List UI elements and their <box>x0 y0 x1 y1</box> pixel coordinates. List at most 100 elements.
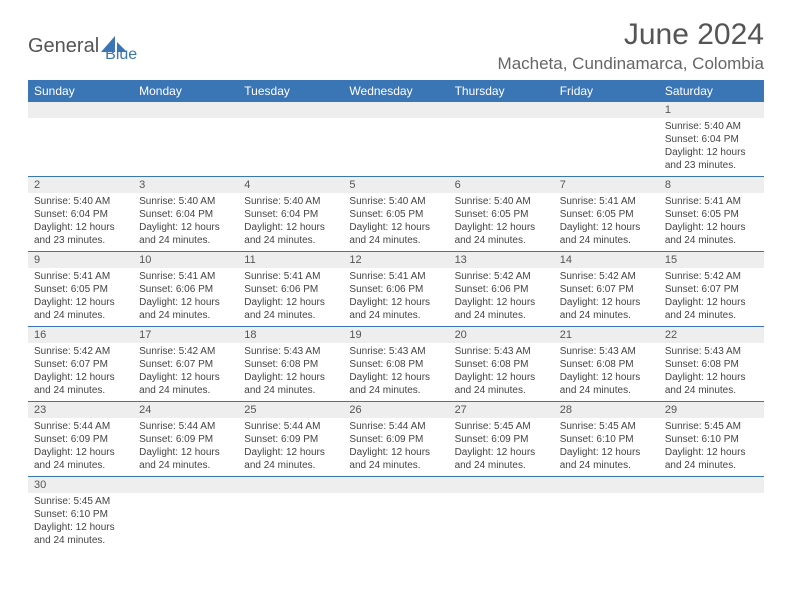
weekday-header-row: Sunday Monday Tuesday Wednesday Thursday… <box>28 80 764 102</box>
day-details: Sunrise: 5:40 AMSunset: 6:05 PMDaylight:… <box>343 193 448 251</box>
day-details: Sunrise: 5:40 AMSunset: 6:05 PMDaylight:… <box>449 193 554 251</box>
day-number: 23 <box>28 402 133 418</box>
daylight-text: Daylight: 12 hours and 24 minutes. <box>455 296 548 322</box>
calendar-day-cell <box>343 102 448 177</box>
day-number: 8 <box>659 177 764 193</box>
day-number: 16 <box>28 327 133 343</box>
day-details: Sunrise: 5:44 AMSunset: 6:09 PMDaylight:… <box>133 418 238 476</box>
day-number <box>554 477 659 493</box>
day-details: Sunrise: 5:44 AMSunset: 6:09 PMDaylight:… <box>343 418 448 476</box>
sunset-text: Sunset: 6:09 PM <box>244 433 337 446</box>
calendar-day-cell: 9Sunrise: 5:41 AMSunset: 6:05 PMDaylight… <box>28 252 133 327</box>
daylight-text: Daylight: 12 hours and 24 minutes. <box>455 446 548 472</box>
sunrise-text: Sunrise: 5:41 AM <box>244 270 337 283</box>
day-number: 11 <box>238 252 343 268</box>
sunrise-text: Sunrise: 5:43 AM <box>455 345 548 358</box>
sunset-text: Sunset: 6:04 PM <box>139 208 232 221</box>
sunset-text: Sunset: 6:07 PM <box>139 358 232 371</box>
weekday-header: Monday <box>133 80 238 102</box>
day-details: Sunrise: 5:40 AMSunset: 6:04 PMDaylight:… <box>28 193 133 251</box>
day-details: Sunrise: 5:43 AMSunset: 6:08 PMDaylight:… <box>449 343 554 401</box>
day-details: Sunrise: 5:42 AMSunset: 6:07 PMDaylight:… <box>659 268 764 326</box>
calendar-day-cell <box>28 102 133 177</box>
day-details: Sunrise: 5:45 AMSunset: 6:10 PMDaylight:… <box>28 493 133 551</box>
sunset-text: Sunset: 6:08 PM <box>244 358 337 371</box>
sunset-text: Sunset: 6:09 PM <box>139 433 232 446</box>
daylight-text: Daylight: 12 hours and 24 minutes. <box>560 446 653 472</box>
sunrise-text: Sunrise: 5:40 AM <box>349 195 442 208</box>
calendar-day-cell <box>659 477 764 552</box>
day-details: Sunrise: 5:42 AMSunset: 6:07 PMDaylight:… <box>28 343 133 401</box>
calendar-day-cell: 12Sunrise: 5:41 AMSunset: 6:06 PMDayligh… <box>343 252 448 327</box>
weekday-header: Tuesday <box>238 80 343 102</box>
calendar-day-cell: 4Sunrise: 5:40 AMSunset: 6:04 PMDaylight… <box>238 177 343 252</box>
daylight-text: Daylight: 12 hours and 24 minutes. <box>244 221 337 247</box>
sunrise-text: Sunrise: 5:40 AM <box>244 195 337 208</box>
sunset-text: Sunset: 6:10 PM <box>665 433 758 446</box>
calendar-week-row: 9Sunrise: 5:41 AMSunset: 6:05 PMDaylight… <box>28 252 764 327</box>
sunset-text: Sunset: 6:07 PM <box>560 283 653 296</box>
day-details: Sunrise: 5:41 AMSunset: 6:05 PMDaylight:… <box>554 193 659 251</box>
day-number: 6 <box>449 177 554 193</box>
day-number: 24 <box>133 402 238 418</box>
day-details: Sunrise: 5:42 AMSunset: 6:07 PMDaylight:… <box>133 343 238 401</box>
daylight-text: Daylight: 12 hours and 24 minutes. <box>349 221 442 247</box>
sunset-text: Sunset: 6:05 PM <box>560 208 653 221</box>
day-number: 10 <box>133 252 238 268</box>
day-number: 4 <box>238 177 343 193</box>
day-details: Sunrise: 5:40 AMSunset: 6:04 PMDaylight:… <box>659 118 764 176</box>
day-number <box>343 102 448 118</box>
sunset-text: Sunset: 6:09 PM <box>455 433 548 446</box>
day-number: 25 <box>238 402 343 418</box>
day-details: Sunrise: 5:43 AMSunset: 6:08 PMDaylight:… <box>238 343 343 401</box>
daylight-text: Daylight: 12 hours and 24 minutes. <box>244 296 337 322</box>
sunrise-text: Sunrise: 5:43 AM <box>349 345 442 358</box>
sunset-text: Sunset: 6:04 PM <box>244 208 337 221</box>
day-number <box>133 477 238 493</box>
calendar-day-cell <box>133 477 238 552</box>
sunset-text: Sunset: 6:09 PM <box>34 433 127 446</box>
sunset-text: Sunset: 6:09 PM <box>349 433 442 446</box>
sunrise-text: Sunrise: 5:41 AM <box>349 270 442 283</box>
day-details: Sunrise: 5:43 AMSunset: 6:08 PMDaylight:… <box>343 343 448 401</box>
day-details: Sunrise: 5:40 AMSunset: 6:04 PMDaylight:… <box>238 193 343 251</box>
sunrise-text: Sunrise: 5:40 AM <box>139 195 232 208</box>
day-number: 26 <box>343 402 448 418</box>
day-number <box>133 102 238 118</box>
sunset-text: Sunset: 6:05 PM <box>455 208 548 221</box>
calendar-day-cell: 24Sunrise: 5:44 AMSunset: 6:09 PMDayligh… <box>133 402 238 477</box>
day-details: Sunrise: 5:41 AMSunset: 6:05 PMDaylight:… <box>659 193 764 251</box>
calendar-day-cell <box>554 102 659 177</box>
calendar-day-cell: 10Sunrise: 5:41 AMSunset: 6:06 PMDayligh… <box>133 252 238 327</box>
day-details: Sunrise: 5:45 AMSunset: 6:10 PMDaylight:… <box>659 418 764 476</box>
day-details: Sunrise: 5:42 AMSunset: 6:07 PMDaylight:… <box>554 268 659 326</box>
sunrise-text: Sunrise: 5:45 AM <box>34 495 127 508</box>
daylight-text: Daylight: 12 hours and 24 minutes. <box>455 371 548 397</box>
calendar-day-cell: 28Sunrise: 5:45 AMSunset: 6:10 PMDayligh… <box>554 402 659 477</box>
day-details: Sunrise: 5:42 AMSunset: 6:06 PMDaylight:… <box>449 268 554 326</box>
sunrise-text: Sunrise: 5:40 AM <box>455 195 548 208</box>
day-number: 27 <box>449 402 554 418</box>
day-number <box>238 477 343 493</box>
day-details: Sunrise: 5:43 AMSunset: 6:08 PMDaylight:… <box>554 343 659 401</box>
day-number <box>238 102 343 118</box>
day-number: 29 <box>659 402 764 418</box>
day-number: 14 <box>554 252 659 268</box>
calendar-day-cell: 1Sunrise: 5:40 AMSunset: 6:04 PMDaylight… <box>659 102 764 177</box>
sunrise-text: Sunrise: 5:41 AM <box>34 270 127 283</box>
calendar-day-cell: 18Sunrise: 5:43 AMSunset: 6:08 PMDayligh… <box>238 327 343 402</box>
calendar-day-cell: 27Sunrise: 5:45 AMSunset: 6:09 PMDayligh… <box>449 402 554 477</box>
sunset-text: Sunset: 6:07 PM <box>34 358 127 371</box>
calendar-day-cell: 29Sunrise: 5:45 AMSunset: 6:10 PMDayligh… <box>659 402 764 477</box>
day-number: 7 <box>554 177 659 193</box>
day-details: Sunrise: 5:44 AMSunset: 6:09 PMDaylight:… <box>238 418 343 476</box>
sunset-text: Sunset: 6:10 PM <box>560 433 653 446</box>
sunset-text: Sunset: 6:08 PM <box>349 358 442 371</box>
daylight-text: Daylight: 12 hours and 24 minutes. <box>34 446 127 472</box>
day-details: Sunrise: 5:40 AMSunset: 6:04 PMDaylight:… <box>133 193 238 251</box>
daylight-text: Daylight: 12 hours and 24 minutes. <box>560 221 653 247</box>
daylight-text: Daylight: 12 hours and 24 minutes. <box>139 221 232 247</box>
daylight-text: Daylight: 12 hours and 24 minutes. <box>139 446 232 472</box>
month-title: June 2024 <box>498 18 764 52</box>
sunrise-text: Sunrise: 5:44 AM <box>34 420 127 433</box>
